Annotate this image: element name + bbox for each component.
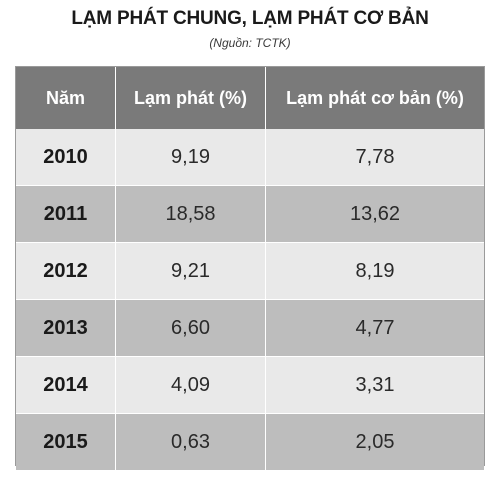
core-inflation-cell: 2,05 [355,430,395,453]
inflation-table: Năm Lạm phát (%) Lạm phát cơ bản (%) 201… [15,66,485,471]
year-cell: 2013 [16,300,116,356]
core-inflation-cell: 3,31 [355,373,395,396]
inflation-cell: 6,60 [116,300,266,356]
table-row: 2014 4,09 3,31 [16,357,484,414]
table-title: LẠM PHÁT CHUNG, LẠM PHÁT CƠ BẢN [71,8,429,29]
inflation-cell: 0,63 [116,414,266,470]
inflation-cell: 18,58 [116,186,266,242]
header-core-inflation: Lạm phát cơ bản (%) [286,87,464,108]
table-header-row: Năm Lạm phát (%) Lạm phát cơ bản (%) [16,67,484,129]
table-row: 2015 0,63 2,05 [16,414,484,471]
inflation-cell: 9,21 [116,243,266,299]
year-cell: 2012 [16,243,116,299]
year-cell: 2014 [16,357,116,413]
core-inflation-cell: 4,77 [355,316,395,339]
core-inflation-cell: 13,62 [349,202,401,225]
inflation-cell: 9,19 [116,129,266,185]
inflation-cell: 4,09 [116,357,266,413]
year-cell: 2011 [16,186,116,242]
table-row: 2012 9,21 8,19 [16,243,484,300]
header-year: Năm [16,67,116,129]
core-inflation-cell: 8,19 [355,259,395,282]
table-row: 2011 18,58 13,62 [16,186,484,243]
table-row: 2013 6,60 4,77 [16,300,484,357]
header-inflation: Lạm phát (%) [116,67,266,129]
core-inflation-cell: 7,78 [355,145,395,168]
source-note: (Nguồn: TCTK) [209,36,291,50]
year-cell: 2015 [16,414,116,470]
year-cell: 2010 [16,129,116,185]
table-row: 2010 9,19 7,78 [16,129,484,186]
